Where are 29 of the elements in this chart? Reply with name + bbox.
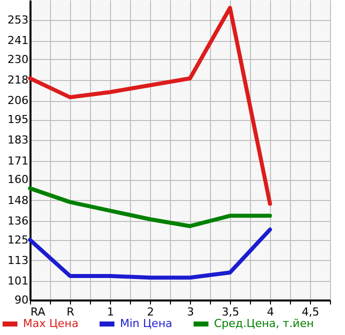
y-tick-label: 125 xyxy=(8,233,28,246)
legend-label: Max Цена xyxy=(23,317,78,330)
line-series xyxy=(28,6,272,206)
x-tick-label: 4 xyxy=(267,306,274,318)
x-tick-label: 3 xyxy=(187,306,194,318)
y-tick-label: 90 xyxy=(14,294,28,306)
y-tick-label: 136 xyxy=(8,214,28,228)
legend-label: Min Цена xyxy=(120,317,172,330)
y-tick-label: 183 xyxy=(8,134,28,147)
y-tick-label: 230 xyxy=(8,52,28,66)
line-series xyxy=(28,228,272,280)
x-tick-label: 1 xyxy=(107,306,114,318)
x-tick-label: R xyxy=(66,306,75,318)
y-tick-label: 148 xyxy=(8,194,28,207)
y-tick-label: 113 xyxy=(8,254,28,267)
y-tick-label: 253 xyxy=(8,13,28,26)
y-tick-label: 171 xyxy=(8,154,28,168)
y-tick-label: 160 xyxy=(8,173,28,186)
legend-label: Сред.Цена, т.йен xyxy=(214,317,314,330)
y-tick-label: 218 xyxy=(8,74,28,87)
y-tick-label: 101 xyxy=(8,274,28,288)
x-tick-label: 3,5 xyxy=(222,306,240,318)
x-tick-label: 2 xyxy=(147,306,154,318)
y-tick-label: 206 xyxy=(8,94,28,108)
x-tick-label: 4,5 xyxy=(302,306,320,318)
x-tick-label: RA xyxy=(30,306,46,318)
y-tick-label: 195 xyxy=(8,113,28,126)
y-tick-label: 241 xyxy=(8,34,28,48)
line-series xyxy=(28,186,272,228)
